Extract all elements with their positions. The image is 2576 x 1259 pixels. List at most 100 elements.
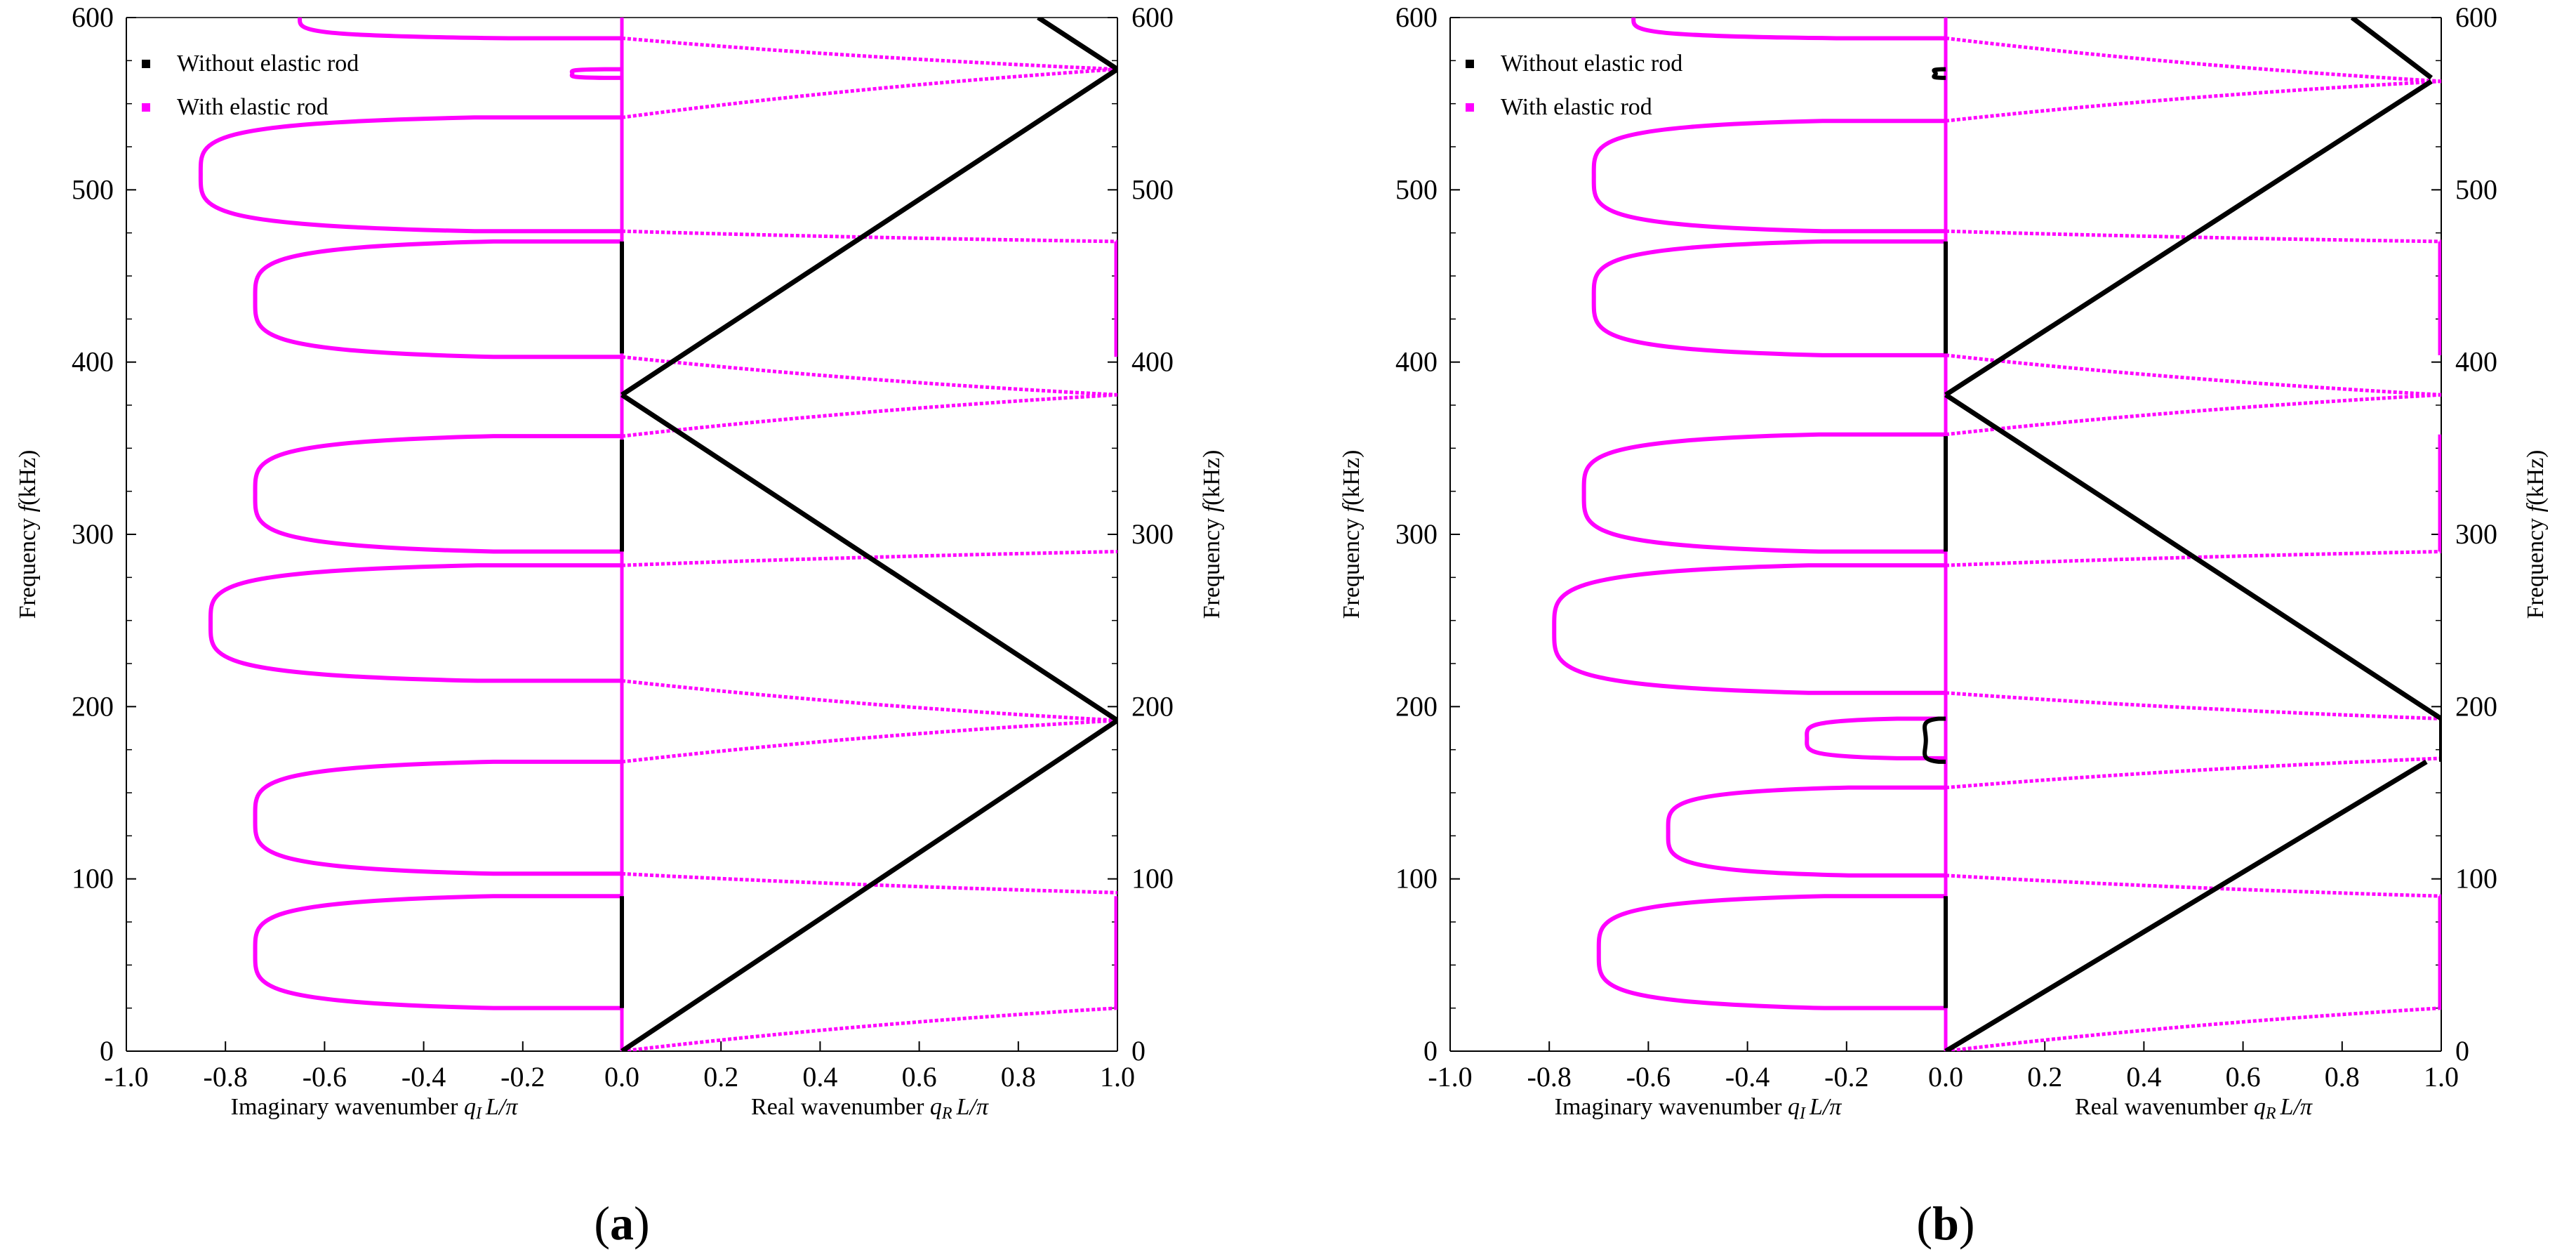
panel-a-ytick-label-right: 500 [1131, 173, 1174, 205]
panel-b-imag-loop-4 [1581, 432, 1946, 554]
panel-a-real-band-curve-8 [621, 67, 1117, 119]
panel-b-xlabel-real-suffix: L/π [2280, 1094, 2313, 1120]
panel-b-imag-loop-2 [1805, 716, 1946, 760]
panel-a-xlabel-imaginary-sub: I [475, 1105, 486, 1123]
panel-b-real-band-curve-8 [1945, 79, 2441, 123]
panel-b-xlabel-real-symbol: q [2254, 1094, 2266, 1120]
panel-a-xlabel-real: Real wavenumber qR L/π [751, 1094, 989, 1123]
panel-b-ytick-label-right: 200 [2455, 690, 2497, 722]
panel-b-black-imag-loop-0 [1923, 716, 1946, 764]
panel-b-xlabel-real-text: Real wavenumber [2075, 1094, 2254, 1120]
panel-b-xlabel-real-sub: R [2265, 1105, 2280, 1123]
panel-a-black-branch-2 [620, 67, 1117, 397]
panel-a-xtick-label: 0.6 [902, 1061, 937, 1093]
panel-a-real-band-curve-6 [621, 355, 1117, 397]
panel-a-ytick-label-right: 300 [1131, 518, 1174, 550]
panel-b-legend-marker [1466, 103, 1474, 112]
panel-a-xlabel-imaginary-text: Imaginary wavenumber [231, 1094, 464, 1120]
panel-a-ytick-label-left: 600 [72, 1, 114, 33]
panel-b-ytick-label-left: 400 [1395, 346, 1438, 378]
panel-b-xtick-label: 0.8 [2325, 1061, 2360, 1093]
panel-b-ytick-label-right: 0 [2455, 1035, 2469, 1067]
panel-b-label-letter: b [1932, 1197, 1959, 1250]
panel-a-xlabel-imaginary-symbol: q [464, 1094, 476, 1120]
panel-b-real-band-curve-0 [1945, 1006, 2441, 1051]
panel-a-legend-marker [142, 60, 150, 68]
panel-b-label: (b) [1916, 1197, 1974, 1250]
panel-b-imag-loop-6 [1591, 119, 1946, 234]
panel-b-xtick-label: 0.6 [2226, 1061, 2261, 1093]
panel-a-ylabel-right: Frequency f(kHz) [1199, 450, 1225, 619]
panel-a-legend-marker [142, 103, 150, 112]
panel-a-legend-label: With elastic rod [177, 94, 328, 120]
panel-a-label-letter: a [610, 1197, 634, 1250]
panel-b-ytick-label-left: 100 [1395, 863, 1438, 895]
panel-b-label-open: ( [1916, 1197, 1932, 1250]
panel-a-real-band-curve-1 [621, 871, 1117, 895]
panel-b-real-band-curve-9 [1945, 36, 2441, 84]
panel-b-real-band-curve-3 [1945, 691, 2441, 721]
panel-b-ytick-label-left: 500 [1395, 173, 1438, 205]
panel-a-ytick-label-right: 100 [1131, 863, 1174, 895]
panel-a-plot-area [198, 18, 1117, 1051]
panel-b: 0 0 100 100 200 200 300 300 400 400 500 500 600 600 -1… [1339, 1, 2549, 1250]
panel-a-ytick-label-left: 400 [72, 346, 114, 378]
panel-a-xlabel-real-text: Real wavenumber [751, 1094, 930, 1120]
panel-a-imag-loop-4 [253, 239, 622, 360]
panel-a-ytick-label-right: 200 [1131, 690, 1174, 722]
panel-a-real-band-curve-2 [621, 718, 1117, 764]
panel-a-imag-loop-5 [198, 115, 622, 234]
panel-a-imag-loop-3 [253, 434, 622, 554]
panel-b-ytick-label-right: 300 [2455, 518, 2497, 550]
panel-b-imag-edge-arc-0 [1631, 18, 1946, 41]
panel-a-real-band-curve-9 [621, 36, 1117, 72]
panel-b-ylabel-left-unit: (kHz) [1339, 450, 1365, 506]
panel-a-ytick-label-right: 600 [1131, 1, 1174, 33]
panel-a-real-band-curve-4 [621, 550, 1117, 567]
panel-b-real-band-curve-7 [1945, 229, 2441, 244]
panel-b-xtick-label: 0.0 [1928, 1061, 1963, 1093]
panel-b-black-branch-3 [2350, 18, 2433, 80]
panel-b-xtick-label: -1.0 [1428, 1061, 1472, 1093]
panel-a-imag-loop-6 [569, 67, 622, 80]
panel-b-xlabel-imaginary: Imaginary wavenumber qI L/π [1555, 1094, 1843, 1123]
panel-b-real-band-curve-4 [1945, 550, 2441, 567]
panel-a-imag-loop-2 [208, 563, 622, 683]
panel-a-ytick-label-left: 0 [100, 1035, 114, 1067]
panel-b-xlabel-imaginary-suffix: L/π [1809, 1094, 1842, 1120]
panel-b-xtick-label: -0.4 [1725, 1061, 1770, 1093]
panel-a-ytick-label-right: 0 [1131, 1035, 1146, 1067]
panel-a-ytick-label-left: 200 [72, 690, 114, 722]
panel-b-ylabel-right: Frequency f(kHz) [2523, 450, 2549, 619]
panel-a-ytick-label-left: 100 [72, 863, 114, 895]
panel-a-xtick-label: 0.0 [604, 1061, 639, 1093]
panel-b-xtick-label: -0.6 [1626, 1061, 1671, 1093]
panel-a-imag-edge-arc-0 [298, 18, 622, 41]
panel-a-xtick-label: 0.8 [1001, 1061, 1036, 1093]
panel-b-legend-label: Without elastic rod [1501, 51, 1682, 77]
panel-a-xlabel-real-sub: R [941, 1105, 957, 1123]
panel-b-xlabel-imaginary-text: Imaginary wavenumber [1555, 1094, 1788, 1120]
panel-b-ytick-label-right: 500 [2455, 173, 2497, 205]
panel-a-ylabel-left-text: Frequency [15, 512, 41, 619]
panel-b-ylabel-right-text: Frequency [2523, 512, 2549, 619]
panel-a-xtick-label: -0.2 [500, 1061, 545, 1093]
panel-a-ytick-label-right: 400 [1131, 346, 1174, 378]
panel-b-real-band-curve-1 [1945, 874, 2441, 898]
panel-a-xlabel-imaginary: Imaginary wavenumber qI L/π [231, 1094, 519, 1123]
panel-a-black-branch-3 [1037, 18, 1117, 72]
panel-a-xlabel-imaginary-suffix: L/π [485, 1094, 518, 1120]
panel-a-black-branch-1 [620, 393, 1117, 723]
panel-b-ytick-label-left: 200 [1395, 690, 1438, 722]
panel-a-imag-loop-0 [253, 894, 622, 1010]
panel-b-ylabel-right-unit: (kHz) [2523, 450, 2549, 506]
panel-a-black-branch-0 [620, 718, 1117, 1051]
panel-b-ytick-label-right: 100 [2455, 863, 2497, 895]
panel-a-ytick-label-left: 300 [72, 518, 114, 550]
panel-b-real-band-curve-2 [1945, 756, 2441, 790]
panel-a-label-open: ( [594, 1197, 610, 1250]
panel-b-ylabel-left-text: Frequency [1339, 512, 1365, 619]
panel-b-ytick-label-right: 400 [2455, 346, 2497, 378]
